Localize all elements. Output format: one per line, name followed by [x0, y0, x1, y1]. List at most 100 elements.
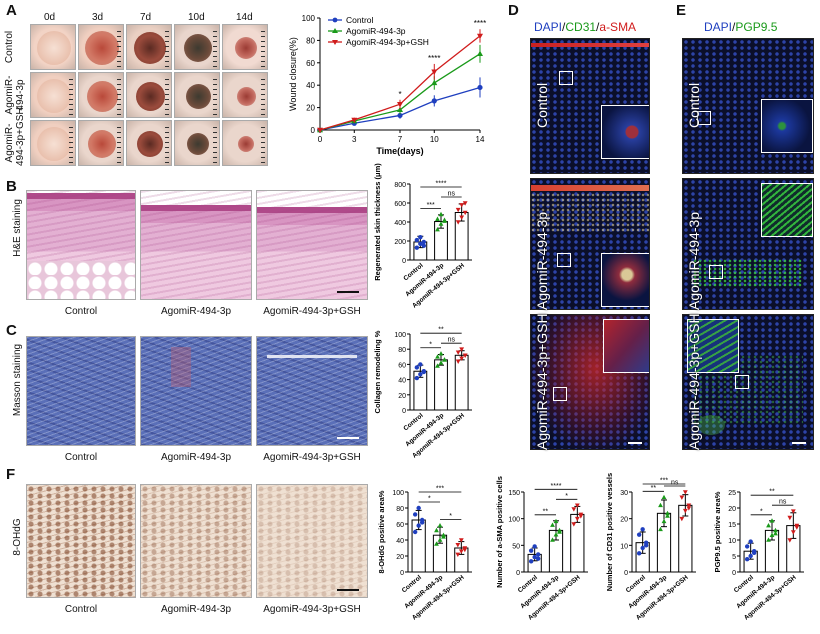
- if-image: [682, 38, 814, 174]
- data-point: [437, 537, 443, 542]
- panel-label-a: A: [6, 2, 17, 19]
- wound-photo: [222, 24, 268, 70]
- data-point: [434, 541, 439, 546]
- y-tick-label: 20: [620, 517, 628, 524]
- y-tick-label: 100: [392, 490, 404, 497]
- if-image: [530, 178, 650, 310]
- y-tick-label: 400: [394, 220, 406, 227]
- legend-marker: [332, 40, 338, 45]
- y-tick-label: 15: [728, 522, 736, 529]
- data-point: [658, 502, 663, 508]
- y-tick-label: 0: [624, 570, 628, 577]
- data-point: [477, 33, 483, 40]
- stain-title-part: CD31: [565, 20, 597, 34]
- y-tick-label: 40: [306, 81, 315, 90]
- y-tick-label: 0: [402, 408, 406, 415]
- row-label-line: Control: [4, 30, 15, 64]
- ihc-texture: [141, 485, 251, 597]
- y-tick-label: 60: [398, 362, 406, 369]
- wound-area: [238, 136, 254, 152]
- y-tick-label: 50: [512, 543, 520, 550]
- ruler-scale: [165, 79, 169, 117]
- data-point: [658, 526, 663, 532]
- panel-e-stain-title: DAPI/PGP9.5: [704, 20, 777, 34]
- x-tick-label: 10: [430, 135, 439, 144]
- y-tick-label: 20: [728, 506, 736, 513]
- masson-image: [26, 336, 136, 446]
- masson-staining-label: Masson staining: [12, 343, 23, 417]
- stain-title-part: DAPI: [534, 20, 563, 34]
- y-tick-label: 0: [402, 258, 406, 265]
- data-point: [769, 532, 775, 537]
- data-point: [462, 201, 468, 206]
- wound-area: [37, 31, 71, 65]
- data-point: [787, 515, 793, 521]
- day-label: 7d: [140, 12, 152, 23]
- data-point: [574, 503, 580, 508]
- if-group-label: Control: [686, 82, 702, 128]
- wound-photo: [126, 120, 172, 166]
- wound-photo: [78, 24, 124, 70]
- y-axis-label: PGP9.5 positive area%: [713, 491, 722, 572]
- ruler-scale: [117, 79, 121, 117]
- y-tick-label: 40: [398, 378, 406, 385]
- data-point: [455, 552, 461, 557]
- group-label: AgomiR-494-3p+GSH: [263, 306, 361, 317]
- significance-label: ****: [474, 19, 486, 28]
- data-point: [665, 513, 670, 518]
- group-label: AgomiR-494-3p+GSH: [263, 604, 361, 615]
- if-group-label: AgomiR-494-3p: [534, 211, 550, 310]
- inset-content: [762, 184, 812, 236]
- data-point: [550, 537, 555, 542]
- data-point: [421, 239, 427, 245]
- adipose-tissue: [27, 261, 135, 299]
- significance-label: *: [565, 493, 568, 500]
- group-label: AgomiR-494-3p: [160, 306, 232, 317]
- data-point: [748, 539, 753, 544]
- data-point: [636, 551, 642, 556]
- wound-area: [37, 127, 71, 161]
- y-tick-label: 600: [394, 201, 406, 208]
- data-point: [528, 548, 534, 553]
- roi-box: [553, 387, 567, 401]
- group-label: AgomiR-494-3p+GSH: [263, 452, 361, 463]
- scale-bar: [337, 589, 359, 591]
- significance-label: ****: [436, 181, 447, 188]
- significance-label: ***: [436, 486, 444, 493]
- data-point: [418, 362, 423, 367]
- data-point: [640, 545, 645, 551]
- row-label: Control: [4, 24, 15, 70]
- ruler-scale: [213, 79, 217, 117]
- panel-label-b: B: [6, 178, 17, 195]
- y-tick-label: 20: [398, 393, 406, 400]
- y-tick-label: 150: [508, 490, 520, 497]
- wound-area: [236, 86, 256, 106]
- data-point: [412, 529, 418, 535]
- he-image: [26, 190, 136, 300]
- if-image: [530, 38, 650, 174]
- legend-marker: [332, 17, 338, 23]
- data-point: [769, 518, 775, 523]
- y-tick-label: 0: [400, 570, 404, 577]
- he-image: [140, 190, 252, 300]
- significance-label: *: [428, 496, 431, 503]
- x-tick-label: 14: [476, 135, 485, 144]
- data-point: [682, 490, 688, 495]
- wound-photo: [126, 24, 172, 70]
- data-point: [414, 245, 420, 250]
- data-point: [455, 543, 461, 548]
- group-label: AgomiR-494-3p: [160, 604, 232, 615]
- roi-box: [735, 375, 749, 389]
- panel-label-e: E: [676, 2, 687, 19]
- skin-thickness-chart: 0 200 400 600 800 Regenerated skin thickness …: [373, 163, 472, 310]
- data-point: [458, 549, 464, 554]
- data-point: [532, 554, 537, 560]
- ihc-texture: [27, 485, 135, 597]
- scale-bar: [628, 442, 642, 444]
- zoom-inset: [761, 183, 813, 237]
- group-label: Control: [64, 604, 98, 615]
- y-tick-label: 800: [394, 182, 406, 189]
- masson-image: [140, 336, 252, 446]
- ruler-scale: [165, 31, 169, 69]
